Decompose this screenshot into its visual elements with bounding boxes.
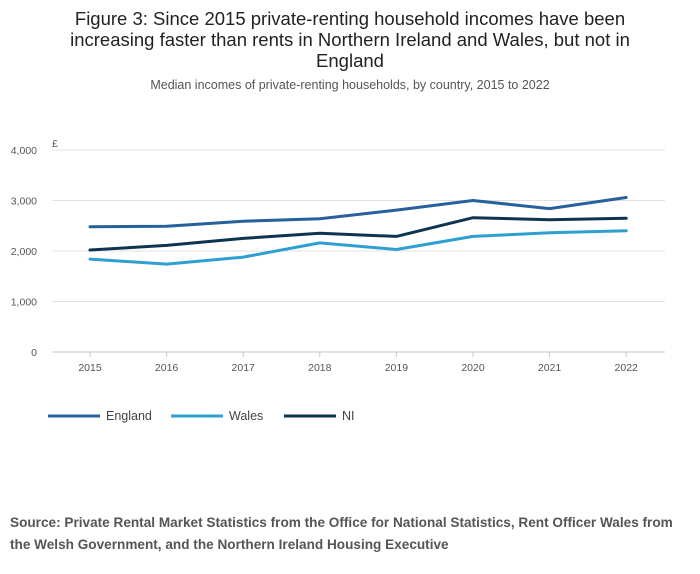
y-tick-label: 3,000 [11,196,37,208]
x-tick-label: 2021 [538,362,562,374]
series-lines [88,196,628,266]
x-tick-label: 2015 [78,362,102,374]
axes: 0 1,000 2,000 3,000 4,000 £2015 2016 2017 2018 20… [11,138,665,374]
legend-label-england: England [106,409,152,423]
y-axis-unit-label: £ [52,138,58,150]
chart-title: Figure 3: Since 2015 private-renting hou… [70,8,630,71]
legend: England Wales NI [48,409,355,423]
x-tick-label: 2018 [308,362,332,374]
x-tick-label: 2016 [155,362,179,374]
chart-subtitle: Median incomes of private-renting househ… [150,78,550,92]
x-tick-label: 2017 [232,362,256,374]
y-tick-label: 1,000 [11,297,37,309]
series-line-wales [88,229,628,266]
x-tick-label: 2020 [461,362,485,374]
y-tick-label: 0 [31,347,37,359]
legend-label-ni: NI [342,409,355,423]
y-tick-label: 2,000 [11,246,37,258]
x-tick-label: 2019 [385,362,409,374]
legend-label-wales: Wales [229,409,263,423]
x-tick-label: 2022 [615,362,639,374]
series-line-ni [88,216,628,252]
y-tick-label: 4,000 [11,145,37,157]
source-note: Source: Private Rental Market Statistics… [10,515,673,552]
series-line-england [88,196,628,229]
gridlines [52,149,665,302]
